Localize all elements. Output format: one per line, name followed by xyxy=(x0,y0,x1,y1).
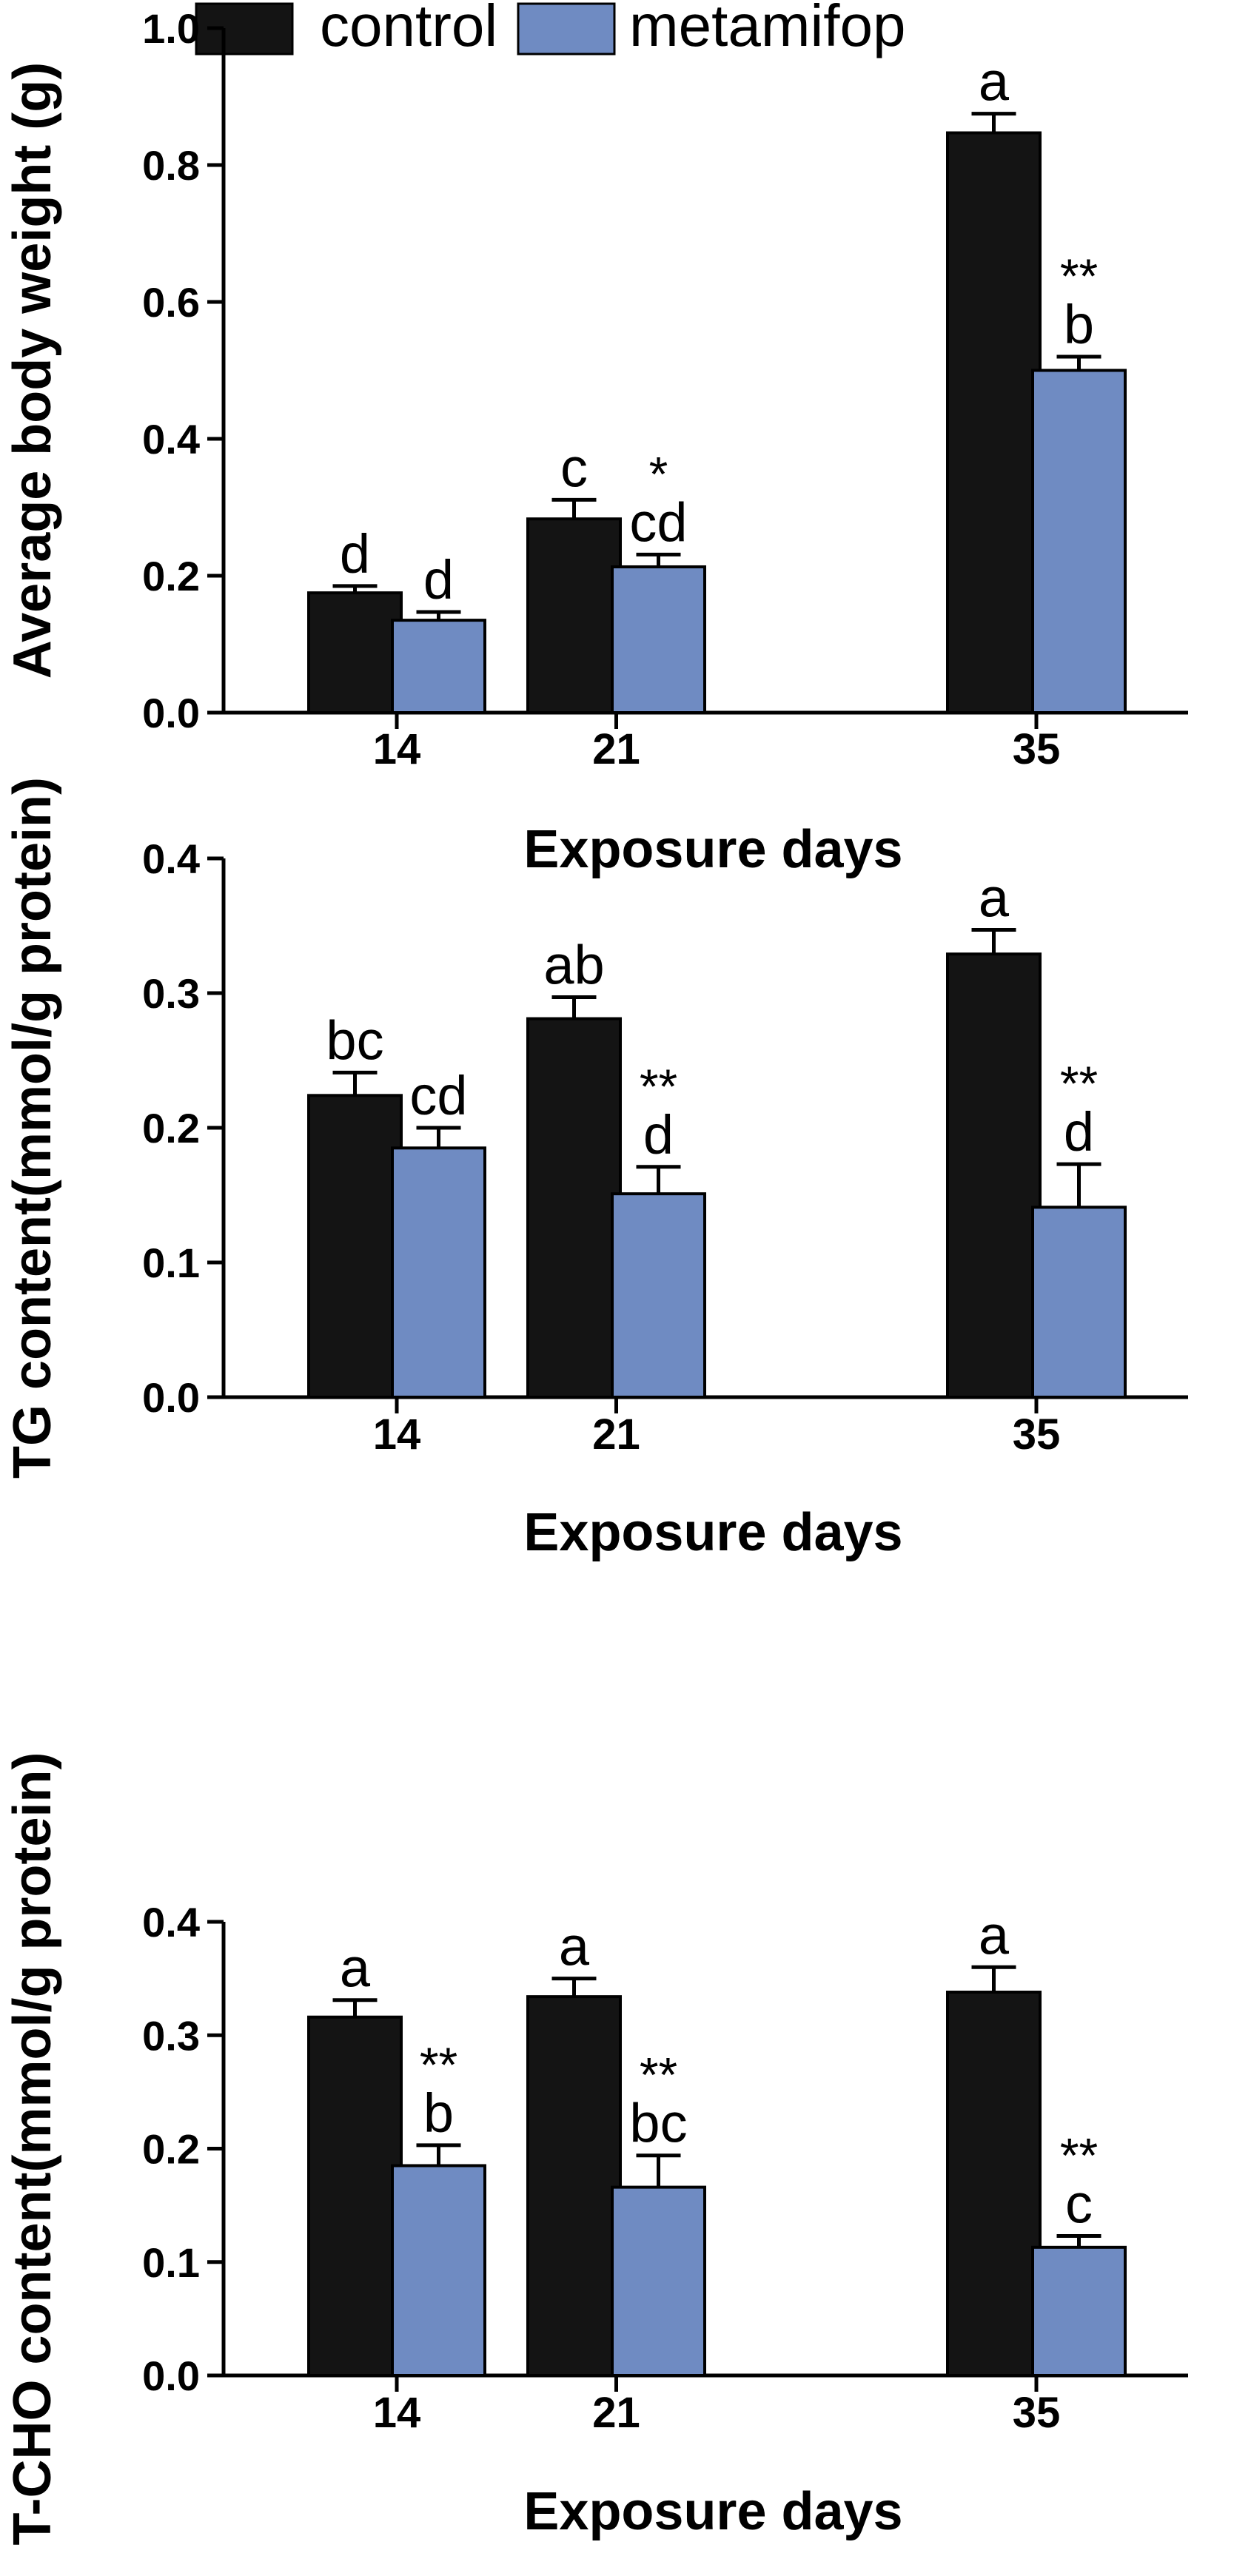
bar-control-14 xyxy=(307,2015,403,2377)
bar-metamifop-14 xyxy=(391,2164,486,2378)
y-tick-label: 0.6 xyxy=(142,279,200,326)
x-tick-label: 14 xyxy=(373,725,421,773)
x-tick-label: 21 xyxy=(592,725,640,773)
significance-letter: ab xyxy=(543,934,604,995)
bar-metamifop-14 xyxy=(391,619,486,714)
y-tick-label: 0.8 xyxy=(142,142,200,189)
significance-letter: d xyxy=(423,549,454,611)
bar-metamifop-35 xyxy=(1031,1205,1127,1399)
significance-star: ** xyxy=(420,2037,457,2092)
y-tick-label: 0.1 xyxy=(142,1240,200,1286)
y-axis-label: TG content(mmol/g protein) xyxy=(3,777,62,1479)
significance-letter: c xyxy=(560,437,588,498)
bar-control-21 xyxy=(526,1017,622,1399)
bar-metamifop-21 xyxy=(611,565,706,714)
x-axis-label: Exposure days xyxy=(523,820,902,879)
significance-star: * xyxy=(649,446,668,501)
y-tick-label: 0.2 xyxy=(142,1105,200,1151)
bar-control-21 xyxy=(526,1995,622,2378)
bar-control-14 xyxy=(307,591,403,714)
x-tick-label: 21 xyxy=(592,2389,640,2437)
x-tick-label: 14 xyxy=(373,1410,421,1459)
significance-star: ** xyxy=(1060,2128,1098,2183)
significance-star: ** xyxy=(640,2048,677,2102)
significance-letter: cd xyxy=(409,1065,467,1126)
significance-letter: bc xyxy=(629,2093,687,2154)
bar-control-35 xyxy=(946,1991,1042,2377)
legend-swatch-metamifop xyxy=(517,2,616,56)
significance-letter: c xyxy=(1065,2173,1093,2235)
bar-control-21 xyxy=(526,517,622,714)
significance-letter: a xyxy=(979,1904,1010,1965)
y-tick-label: 0.4 xyxy=(142,835,200,882)
legend-label-metamifop: metamifop xyxy=(629,0,905,58)
y-tick-label: 0.0 xyxy=(142,1374,200,1421)
x-tick-label: 21 xyxy=(592,1410,640,1459)
x-tick-label: 35 xyxy=(1013,2389,1061,2437)
significance-letter: b xyxy=(423,2082,454,2144)
significance-star: ** xyxy=(1060,249,1098,303)
significance-letter: b xyxy=(1064,294,1094,355)
y-tick-label: 0.0 xyxy=(142,690,200,736)
y-axis-label: T-CHO content(mmol/g protein) xyxy=(3,1752,62,2546)
bar-control-35 xyxy=(946,131,1042,714)
significance-letter: a xyxy=(979,51,1010,112)
significance-letter: d xyxy=(1064,1101,1094,1163)
significance-letter: d xyxy=(643,1104,674,1166)
significance-star: ** xyxy=(1060,1056,1098,1111)
significance-letter: bc xyxy=(326,1009,383,1071)
significance-letter: a xyxy=(559,1916,590,1977)
bar-metamifop-21 xyxy=(611,2185,706,2377)
significance-letter: a xyxy=(340,1937,371,1999)
x-tick-label: 35 xyxy=(1013,1410,1061,1459)
bar-metamifop-35 xyxy=(1031,369,1127,714)
significance-letter: a xyxy=(979,867,1010,928)
y-tick-label: 0.3 xyxy=(142,2012,200,2059)
bar-metamifop-21 xyxy=(611,1192,706,1399)
bar-metamifop-14 xyxy=(391,1146,486,1399)
legend: control metamifop xyxy=(195,0,905,58)
y-tick-label: 0.2 xyxy=(142,2126,200,2173)
significance-letter: d xyxy=(340,523,370,585)
y-tick-label: 0.4 xyxy=(142,1899,200,1946)
y-tick-label: 0.2 xyxy=(142,553,200,599)
significance-star: ** xyxy=(640,1059,677,1114)
significance-letter: cd xyxy=(629,491,687,553)
y-tick-label: 0.0 xyxy=(142,2353,200,2399)
panel-body-weight: 0.0 0.2 0.4 0.6 0.8 1.0 14 d d 21 ccd* 35 a b** Exposu… xyxy=(3,5,1188,879)
legend-label-control: control xyxy=(320,0,497,58)
y-tick-label: 0.1 xyxy=(142,2239,200,2286)
bar-metamifop-35 xyxy=(1031,2245,1127,2377)
panel-tcho-content: 0.00.10.20.30.414ab**21abc**35ac**Exposu… xyxy=(3,1752,1188,2546)
x-tick-label: 35 xyxy=(1013,725,1061,773)
bar-control-35 xyxy=(946,952,1042,1399)
y-tick-label: 0.4 xyxy=(142,416,200,463)
x-axis-label: Exposure days xyxy=(523,2482,902,2541)
bar-control-14 xyxy=(307,1094,403,1399)
panel-tg-content: 0.00.10.20.30.414bccd21abd**35ad**Exposu… xyxy=(3,777,1188,1562)
y-tick-label: 1.0 xyxy=(142,5,200,52)
y-tick-label: 0.3 xyxy=(142,970,200,1017)
x-tick-label: 14 xyxy=(373,2389,421,2437)
x-axis-label: Exposure days xyxy=(523,1503,902,1562)
y-axis-label: Average body weight (g) xyxy=(3,62,62,679)
